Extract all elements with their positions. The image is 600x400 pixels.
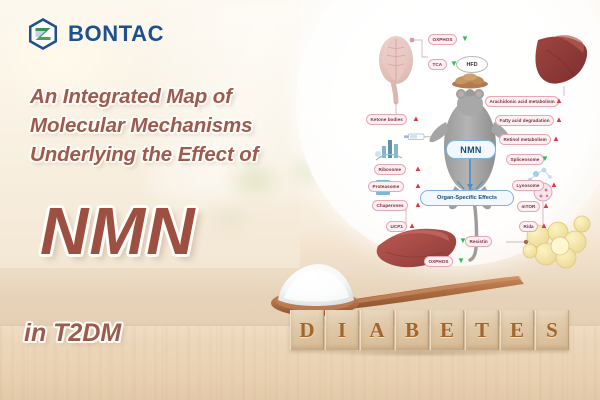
- node-label-chaperones[interactable]: Chaperones: [372, 200, 409, 211]
- headline-line-2: Molecular Mechanisms: [30, 114, 253, 137]
- arrow-down-icon: ▼: [461, 34, 469, 43]
- node-label-oxphos-brain[interactable]: OXPHOS: [428, 34, 457, 45]
- arrow-up-icon: ▲: [555, 115, 563, 124]
- tile-letter: I: [325, 310, 359, 350]
- arrow-up-icon: ▲: [414, 181, 422, 190]
- molecular-mechanism-diagram: OXPHOS ▼ TCA ▼ Ketone bodies ▲ Arachidon…: [360, 14, 600, 280]
- brain-illustration: [379, 36, 415, 105]
- tile-letter: T: [465, 310, 499, 350]
- syringe-icon: [404, 133, 432, 140]
- hexagon-leaf-logo-icon: [29, 18, 57, 50]
- diabetes-tiles: D I A B E T E S: [290, 310, 569, 350]
- arrow-up-icon: ▲: [555, 96, 563, 105]
- arrow-up-icon: ▲: [412, 114, 420, 123]
- brand-name: BONTAC: [68, 21, 165, 46]
- arrow-down-icon: ▼: [459, 236, 467, 245]
- node-label-ribosome[interactable]: Ribosome: [374, 164, 406, 175]
- brown-adipose-icons: [375, 140, 403, 161]
- arrow-up-icon: ▲: [550, 180, 558, 189]
- headline-emphasis-nmn: NMN: [40, 194, 196, 269]
- node-label-spliceosome[interactable]: Spliceosome: [506, 154, 544, 165]
- headline-line-4: in T2DM: [24, 319, 122, 347]
- headline-line-3: Underlying the Effect of: [30, 143, 259, 166]
- arrow-down-icon: ▼: [450, 59, 458, 68]
- tile-letter: A: [360, 310, 394, 350]
- nmn-badge[interactable]: NMN: [446, 140, 496, 159]
- node-label-retinol[interactable]: Retinol metabolism: [499, 134, 552, 145]
- food-pellets-icon: [452, 73, 488, 89]
- liver-right-illustration: [535, 35, 588, 84]
- node-label-arachidonic[interactable]: Arachidonic acid metabolism: [485, 96, 560, 107]
- wooden-spoon-with-sugar: [271, 264, 524, 316]
- arrow-up-icon: ▲: [542, 201, 550, 210]
- tile-letter: B: [395, 310, 429, 350]
- arrow-up-icon: ▲: [414, 164, 422, 173]
- node-label-oxphos-liver[interactable]: OXPHOS: [424, 256, 453, 267]
- tile-letter: D: [290, 310, 324, 350]
- arrow-up-icon: ▲: [540, 221, 548, 230]
- arrow-down-icon: ▼: [541, 154, 549, 163]
- organ-specific-effects-badge[interactable]: Organ-Specific Effects: [420, 190, 514, 206]
- node-label-fatty-acid[interactable]: Fatty acid degradation: [495, 115, 555, 126]
- node-label-ucp1[interactable]: UCP1: [386, 221, 408, 232]
- spliceosome-molecule-icon: [524, 167, 552, 185]
- tiles-shadow: [292, 349, 550, 358]
- node-label-resistin[interactable]: Resistin: [465, 236, 493, 247]
- arrow-up-icon: ▲: [408, 221, 416, 230]
- node-label-rida[interactable]: Rida: [519, 221, 539, 232]
- node-label-ketone-bodies[interactable]: Ketone bodies: [366, 114, 408, 125]
- node-label-proteasome[interactable]: Proteasome: [368, 181, 404, 192]
- hfd-badge[interactable]: HFD: [456, 56, 488, 73]
- tile-letter: E: [500, 310, 534, 350]
- headline-line-1: An Integrated Map of: [30, 85, 232, 108]
- tile-letter: E: [430, 310, 464, 350]
- arrow-up-icon: ▲: [552, 134, 560, 143]
- arrow-up-icon: ▲: [414, 200, 422, 209]
- node-label-lysosome[interactable]: Lysosome: [512, 180, 544, 191]
- arrow-down-icon: ▼: [457, 256, 465, 265]
- node-label-mtor[interactable]: mTOR: [517, 201, 540, 212]
- tile-letter: S: [535, 310, 569, 350]
- brand-logo[interactable]: BONTAC: [27, 17, 164, 51]
- headline-block: An Integrated Map of Molecular Mechanism…: [30, 82, 316, 169]
- node-label-tca[interactable]: TCA: [428, 59, 447, 70]
